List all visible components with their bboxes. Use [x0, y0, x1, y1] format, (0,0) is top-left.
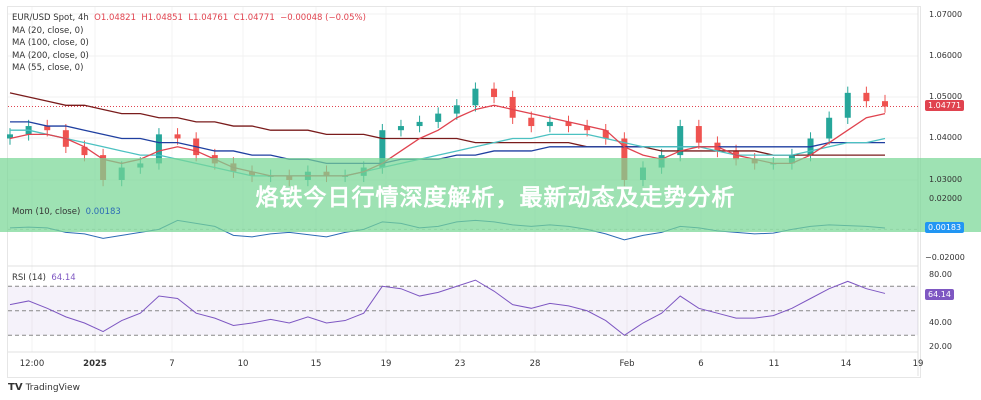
banner-title: 烙铁今日行情深度解析，最新动态及走势分析 — [255, 185, 736, 211]
rsi-label: RSI (14) — [12, 273, 46, 283]
candle — [81, 140, 88, 162]
mom-legend: Mom (10, close) 0.00183 — [12, 206, 121, 219]
candle — [695, 119, 702, 149]
ma55-label[interactable]: MA (55, close, 0) — [12, 63, 84, 73]
candle — [7, 128, 13, 145]
rsi-tick: 40.00 — [929, 318, 952, 327]
candle — [677, 119, 684, 162]
price-tag: 1.04771 — [925, 100, 965, 111]
rsi-tick: 80.00 — [929, 270, 952, 279]
candle — [472, 82, 479, 112]
candle — [882, 94, 888, 113]
candle — [844, 86, 851, 124]
candle — [453, 99, 460, 120]
x-tick: 23 — [454, 359, 466, 369]
x-tick: 19 — [380, 359, 392, 369]
candle — [491, 82, 498, 104]
rsi-tick: 20.00 — [929, 342, 952, 351]
ma55-line — [10, 129, 886, 177]
mom-tick: 0.02000 — [929, 194, 963, 203]
legend: EUR/USD Spot, 4h O1.04821 H1.04851 L1.04… — [12, 12, 366, 75]
candle — [174, 128, 181, 145]
rsi-tag: 64.14 — [925, 289, 954, 300]
candle — [826, 111, 833, 145]
x-tick: 28 — [529, 359, 541, 369]
candle — [416, 115, 423, 133]
x-tick: 7 — [169, 359, 175, 369]
ma100-label[interactable]: MA (100, close, 0) — [12, 38, 89, 48]
x-tick: 11 — [768, 359, 780, 369]
symbol-label: EUR/USD Spot, 4h — [12, 13, 89, 23]
title-banner: 烙铁今日行情深度解析，最新动态及走势分析 — [0, 158, 981, 232]
price-tick: 1.07000 — [929, 10, 963, 19]
candle — [435, 107, 442, 129]
x-tick: 2025 — [83, 359, 107, 369]
tv-logo-icon: TV — [8, 382, 23, 393]
candle — [44, 119, 51, 137]
low-value: L1.04761 — [188, 13, 229, 23]
ma20-line — [9, 104, 886, 177]
price-tick: 1.03000 — [929, 175, 963, 184]
price-tick: 1.06000 — [929, 51, 963, 60]
x-tick: 6 — [698, 359, 704, 369]
candle — [528, 111, 535, 133]
x-tick: 10 — [237, 359, 249, 369]
candle — [565, 115, 572, 133]
logo-text: TradingView — [25, 382, 80, 393]
x-tick: 19 — [912, 359, 924, 369]
ma200-line — [9, 92, 885, 156]
candle — [584, 119, 591, 137]
x-tick: 14 — [840, 359, 852, 369]
candle — [509, 90, 516, 124]
price-tick: 1.05000 — [929, 92, 963, 101]
ma100-line — [10, 121, 885, 165]
high-value: H1.04851 — [141, 13, 183, 23]
ma20-label[interactable]: MA (20, close, 0) — [12, 25, 84, 36]
mom-value: 0.00183 — [85, 207, 121, 217]
price-tick: 1.04000 — [929, 133, 963, 142]
change-value: −0.00048 (−0.05%) — [280, 13, 366, 23]
candle — [546, 115, 553, 133]
rsi-legend: RSI (14) 64.14 — [12, 272, 76, 285]
rsi-line — [9, 279, 886, 336]
mom-tick: −0.02000 — [925, 253, 965, 262]
x-tick: Feb — [619, 359, 635, 369]
candle — [397, 119, 404, 137]
tradingview-logo[interactable]: TV TradingView — [8, 382, 80, 393]
rsi-value: 64.14 — [51, 273, 76, 283]
close-value: C1.04771 — [233, 13, 275, 23]
open-value: O1.04821 — [94, 13, 136, 23]
ma200-label[interactable]: MA (200, close, 0) — [12, 50, 89, 61]
mom-tag: 0.00183 — [925, 222, 965, 233]
x-tick: 15 — [310, 359, 322, 369]
candle — [863, 86, 870, 108]
mom-label: Mom (10, close) — [12, 207, 81, 217]
candle — [602, 123, 609, 145]
x-tick: 12:00 — [19, 359, 45, 369]
